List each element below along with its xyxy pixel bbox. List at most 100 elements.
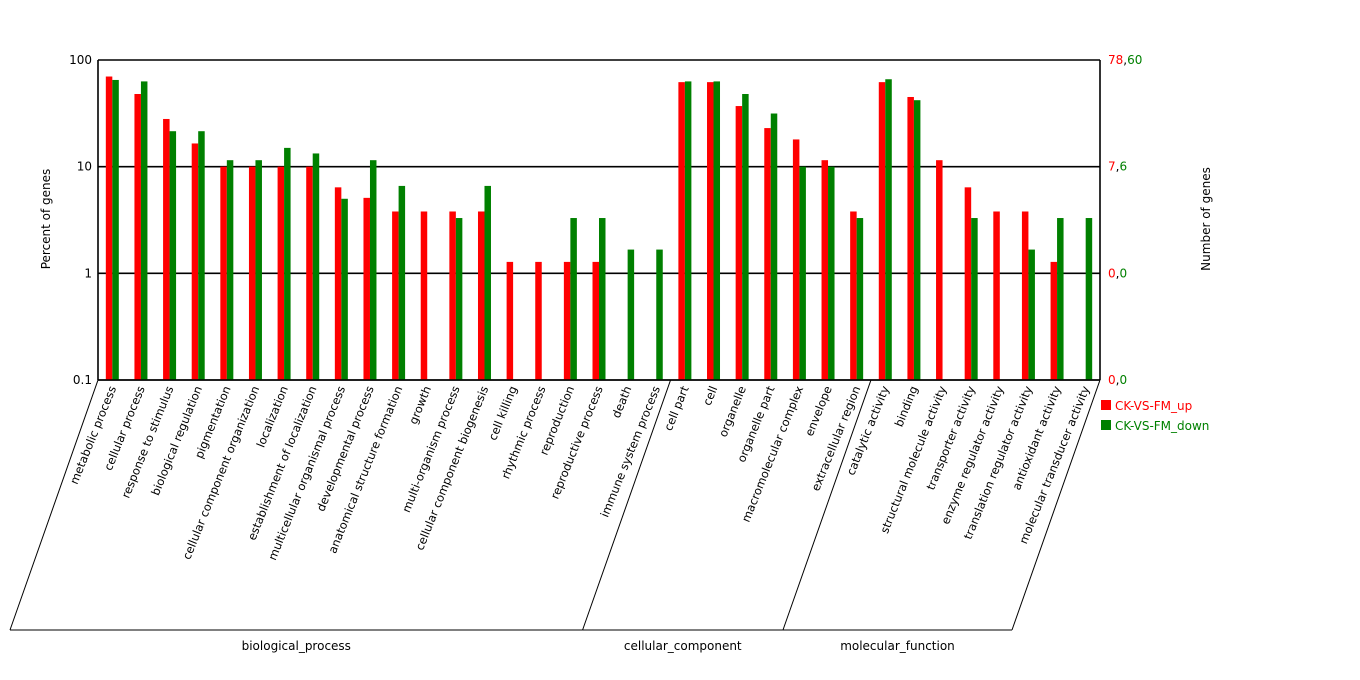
bar-up [821,160,829,380]
y2-axis-title: Number of genes [1199,167,1213,271]
bar-up [1050,261,1058,380]
bar-down [369,160,377,380]
right-tick-label: 78,60 [1108,53,1142,67]
bar-down [484,185,491,380]
bar-down [1085,218,1093,380]
left-tick-label: 10 [77,160,92,174]
right-tick-up: 7 [1108,160,1116,174]
left-tick-label: 1 [84,266,92,280]
bar-down [856,218,864,380]
bar-up [707,82,714,380]
left-tick-label: 0.1 [73,373,92,387]
bar-up [277,166,285,380]
bars [105,76,1093,381]
bar-down [627,249,635,380]
bar-up [535,261,542,380]
legend-label: CK-VS-FM_down [1115,419,1209,433]
bar-down [284,147,291,380]
legend-swatch [1101,400,1111,410]
bar-down [398,185,406,380]
bar-up [363,197,370,380]
bar-up [392,211,399,380]
right-tick-sep: , [1116,373,1120,387]
group-divider [1011,379,1101,631]
bar-down [656,249,663,380]
bar-up [163,118,170,380]
right-tick-up: 0 [1108,266,1116,280]
bar-down [1057,218,1064,380]
legend: CK-VS-FM_up CK-VS-FM_down [1101,399,1209,433]
left-axis-ticks: 100 10 1 0.1 [69,53,92,387]
bar-down [341,198,348,380]
bar-down [455,218,463,380]
bar-down [828,166,835,380]
bar-up [735,106,743,381]
bar-up [993,211,1000,380]
bar-down [913,100,921,381]
bar-up [134,94,141,381]
bar-up [878,82,886,380]
y-axis-title: Percent of genes [39,169,53,270]
group-brackets: biological_process cellular_component mole… [9,379,1101,653]
bar-up [449,211,456,380]
bar-up [220,166,227,380]
category-label: immune system process [597,384,663,519]
right-tick-up: 0 [1108,373,1116,387]
right-tick-down: 60 [1127,53,1142,67]
bar-down [971,218,978,380]
right-axis-ticks: 78,607,60,00,0 [1108,53,1142,387]
group-divider [582,379,672,631]
right-tick-down: 0 [1119,266,1127,280]
bar-up [678,82,685,380]
bar-down [713,81,721,380]
right-tick-up: 78 [1108,53,1123,67]
right-tick-label: 0,0 [1108,373,1127,387]
bar-down [570,218,577,380]
right-tick-sep: , [1123,53,1127,67]
right-tick-sep: , [1116,160,1120,174]
bar-down [140,81,148,380]
bar-down [112,79,119,381]
group-divider [9,379,99,631]
bar-up [191,143,199,380]
bar-down [599,218,606,380]
category-label: cell part [661,383,692,432]
bar-up [334,187,342,380]
bar-up [792,139,800,380]
right-tick-sep: , [1116,266,1120,280]
bar-up [477,211,485,380]
bar-down [255,160,262,380]
bar-down [198,131,205,380]
right-tick-label: 7,6 [1108,160,1127,174]
bar-down [312,153,320,380]
category-label: growth [406,384,434,426]
axes [97,60,1101,381]
bar-up [907,96,914,380]
bar-up [850,211,857,380]
category-label: death [609,384,634,420]
category-label: cell [700,384,720,408]
left-tick-label: 100 [69,53,92,67]
group-divider [782,379,872,631]
bar-up [964,187,972,380]
bar-up [764,128,771,380]
legend-swatch [1101,420,1111,430]
right-tick-down: 0 [1119,373,1127,387]
bar-down [742,94,749,381]
bar-down [1028,249,1035,380]
category-label: organelle [716,384,749,439]
bar-down [770,113,778,380]
bar-down [799,166,806,380]
bar-down [169,131,177,380]
right-tick-label: 0,0 [1108,266,1127,280]
bar-up [248,166,256,380]
bar-up [592,261,599,380]
bar-down [885,79,892,380]
bar-down [684,81,692,380]
bar-down [226,160,234,380]
group-label: molecular_function [840,639,955,653]
group-label: cellular_component [624,639,742,653]
bar-up [563,261,571,380]
